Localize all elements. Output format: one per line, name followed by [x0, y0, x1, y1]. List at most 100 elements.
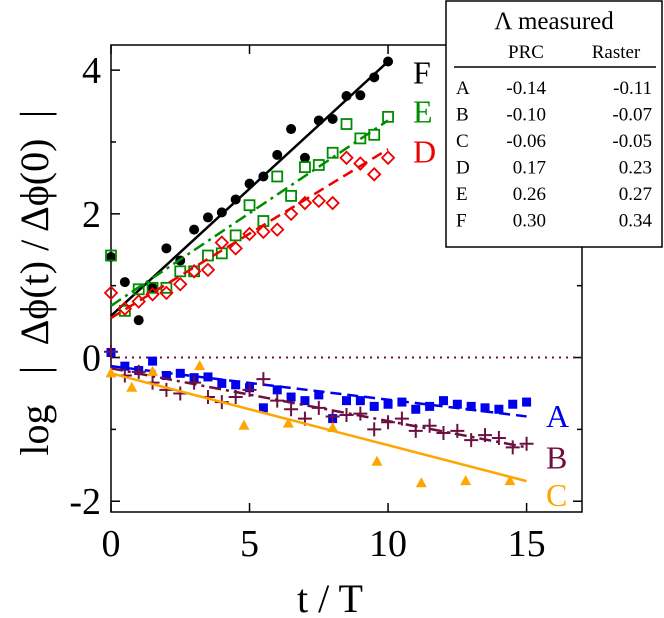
point-A	[383, 399, 393, 409]
point-A	[438, 396, 448, 406]
point-B	[436, 425, 451, 440]
point-F	[244, 178, 255, 189]
table-row-prc: 0.17	[513, 158, 546, 179]
point-A	[425, 401, 435, 411]
point-A	[369, 401, 379, 411]
point-A	[161, 370, 171, 380]
point-D	[145, 287, 160, 302]
point-F	[313, 115, 324, 126]
table-row-prc: -0.14	[506, 78, 546, 99]
point-D	[380, 150, 396, 166]
point-B	[353, 406, 368, 421]
point-C	[460, 475, 472, 486]
point-E	[202, 249, 214, 262]
point-A	[148, 356, 158, 366]
fit-line-E	[110, 119, 389, 307]
point-B	[464, 433, 479, 448]
table-row-label: F	[456, 211, 467, 232]
series-label-A: A	[546, 398, 569, 434]
point-B	[284, 402, 299, 417]
point-E	[285, 189, 297, 202]
table-row-raster: 0.27	[619, 184, 652, 205]
point-F	[230, 194, 241, 205]
point-F	[355, 90, 366, 101]
y-axis-title-bar-left: |	[12, 366, 57, 374]
point-D	[339, 150, 354, 166]
point-F	[189, 224, 200, 235]
point-F	[106, 251, 116, 262]
point-B	[256, 372, 271, 387]
point-E	[340, 118, 353, 130]
table-row-label: B	[456, 105, 469, 126]
x-tick-label: 15	[508, 523, 546, 565]
point-C	[194, 360, 206, 371]
point-B	[394, 411, 409, 426]
table-row-label: C	[456, 131, 469, 152]
point-D	[353, 156, 368, 171]
point-B	[187, 375, 202, 390]
point-C	[415, 477, 427, 488]
point-A	[342, 396, 351, 406]
x-tick-label: 10	[369, 523, 407, 565]
table-row-raster: -0.07	[612, 105, 652, 126]
fit-line-D	[110, 148, 389, 320]
x-tick-label: 5	[240, 523, 259, 565]
point-E	[368, 128, 381, 141]
point-B	[325, 409, 340, 424]
point-A	[286, 392, 296, 402]
axis-titles: t / T log | Δϕ(t) / Δϕ(0) |	[12, 110, 363, 618]
point-E	[354, 132, 367, 145]
table-row-prc: 0.30	[513, 211, 546, 232]
point-C	[126, 381, 138, 392]
point-D	[311, 193, 327, 209]
point-F	[299, 152, 310, 163]
point-A	[508, 399, 518, 409]
point-B	[422, 418, 437, 433]
point-C	[238, 419, 250, 430]
table-row-label: E	[456, 184, 468, 205]
series-label-D: D	[413, 134, 436, 170]
point-D	[200, 262, 216, 278]
point-D	[228, 241, 243, 256]
point-F	[341, 91, 352, 102]
point-A	[300, 396, 310, 406]
point-F	[272, 149, 283, 160]
series-F	[106, 56, 394, 326]
table-row: A -0.14 -0.11	[456, 78, 652, 99]
point-D	[214, 235, 230, 250]
point-F	[119, 277, 130, 288]
point-C	[504, 475, 516, 486]
point-A	[452, 399, 462, 409]
point-D	[297, 195, 313, 211]
series-label-B: B	[546, 440, 567, 476]
table-row-raster: -0.05	[612, 131, 652, 152]
point-E	[174, 265, 187, 278]
point-B	[270, 393, 285, 408]
table-row: C -0.06 -0.05	[456, 131, 652, 152]
point-D	[131, 294, 146, 309]
table-row-label: A	[456, 78, 470, 99]
point-E	[271, 170, 284, 183]
series-C	[105, 360, 527, 488]
series-D	[103, 148, 396, 320]
point-B	[104, 344, 118, 359]
y-axis-title: log | Δϕ(t) / Δϕ(0) |	[12, 110, 57, 456]
series-A	[106, 348, 532, 424]
point-A	[120, 361, 130, 371]
point-F	[369, 72, 380, 83]
point-A	[355, 396, 365, 406]
table-row: F 0.30 0.34	[456, 211, 653, 232]
y-tick-label: 4	[82, 50, 101, 92]
point-A	[466, 401, 476, 411]
point-B	[505, 440, 520, 455]
point-B	[228, 390, 243, 405]
point-B	[478, 428, 493, 443]
point-A	[175, 368, 185, 378]
table-row-prc: -0.10	[506, 105, 546, 126]
x-axis-title: t / T	[297, 576, 363, 618]
point-A	[480, 403, 490, 413]
y-tick-label: 0	[82, 338, 101, 380]
fit-line-C	[110, 372, 527, 483]
series-B	[104, 344, 534, 455]
point-A	[314, 390, 324, 400]
